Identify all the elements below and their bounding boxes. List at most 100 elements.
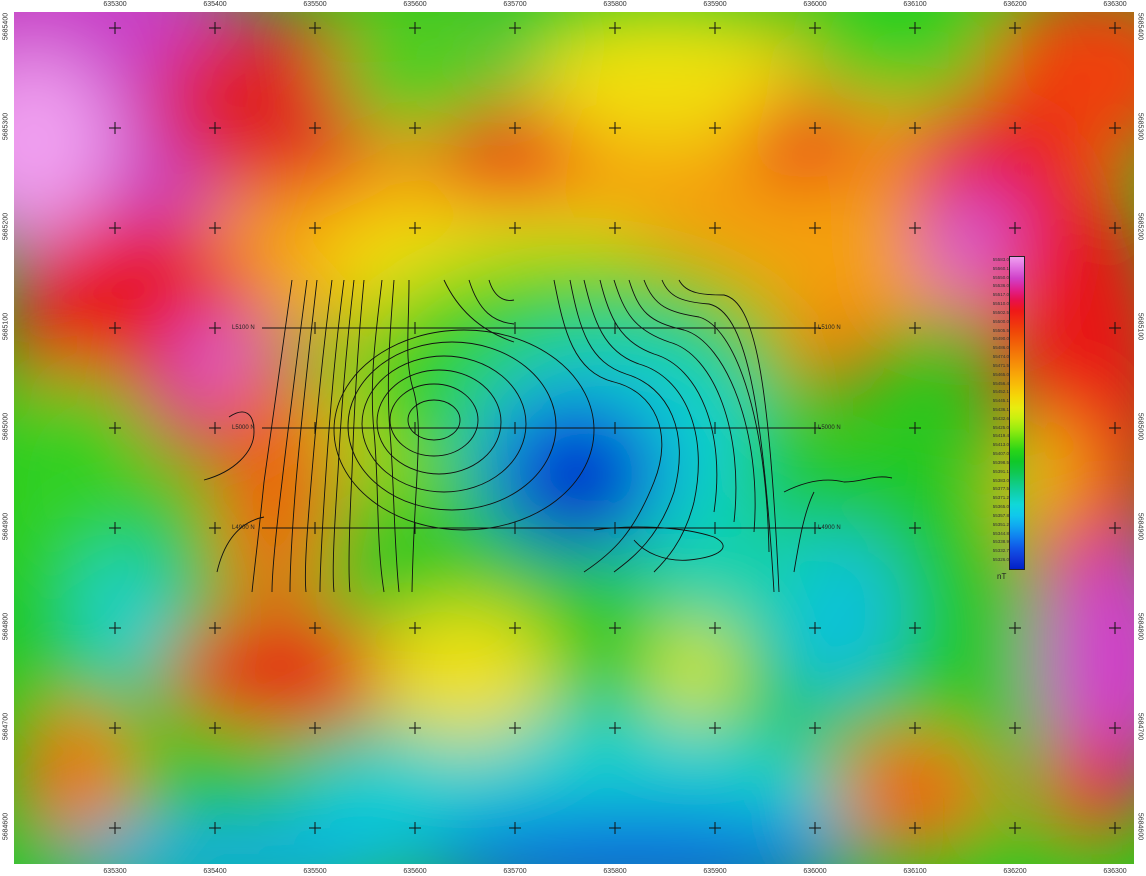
legend-value-label: 55377.5	[992, 486, 1009, 492]
legend-value-label: 55432.6	[992, 415, 1009, 421]
grid-cross	[1009, 122, 1021, 134]
legend-value-label: 55391.1	[992, 468, 1009, 474]
legend-value-label: 55413.0	[992, 442, 1009, 448]
y-tick-label-right: 5685300	[1136, 112, 1144, 141]
legend-value-label: 55510.0	[992, 301, 1009, 307]
legend-value-label: 55502.5	[992, 309, 1009, 315]
legend-value-label: 55344.8	[992, 530, 1009, 536]
legend-value-label: 55560.1	[992, 265, 1009, 271]
legend-value-label: 55338.9	[992, 539, 1009, 545]
grid-cross	[809, 722, 821, 734]
grid-cross	[609, 222, 621, 234]
x-tick-label-top: 636200	[1003, 1, 1027, 8]
grid-cross	[709, 222, 721, 234]
x-tick-label-top: 635300	[103, 1, 127, 8]
x-tick-label-bottom: 636300	[1103, 868, 1127, 875]
survey-line-label-left: L5000 N	[232, 425, 255, 431]
grid-cross	[209, 322, 221, 334]
grid-cross	[509, 222, 521, 234]
contour-map-canvas[interactable]: L5100 N L5100 N L5000 N L5000 N L4900 N L4900…	[14, 12, 1134, 864]
grid-cross	[1109, 122, 1121, 134]
grid-cross	[1109, 22, 1121, 34]
legend-value-label: 55445.1	[992, 398, 1009, 404]
grid-cross	[209, 822, 221, 834]
grid-cross	[609, 722, 621, 734]
y-tick-label-right: 5685000	[1136, 412, 1144, 441]
grid-cross	[609, 122, 621, 134]
grid-cross	[209, 722, 221, 734]
legend-value-label: 55357.8	[992, 512, 1009, 518]
y-tick-label-right: 5684700	[1136, 712, 1144, 741]
legend-value-label: 55326.0	[992, 557, 1009, 562]
y-tick-label-right: 5684600	[1136, 812, 1144, 841]
grid-cross	[209, 122, 221, 134]
grid-cross	[1109, 822, 1121, 834]
grid-cross	[1109, 422, 1121, 434]
grid-cross	[809, 622, 821, 634]
grid-cross	[509, 722, 521, 734]
x-tick-label-top: 636100	[903, 1, 927, 8]
grid-cross	[709, 722, 721, 734]
grid-cross	[309, 822, 321, 834]
legend-value-label: 55436.1	[992, 407, 1009, 412]
grid-cross	[209, 222, 221, 234]
legend-value-label: 55465.0	[992, 371, 1009, 377]
grid-cross	[409, 122, 421, 134]
legend-value-label: 55500.0	[992, 318, 1009, 324]
legend-value-label: 55517.0	[992, 292, 1009, 298]
survey-line-label-right: L5100 N	[818, 325, 841, 331]
legend-value-label: 55452.1	[992, 389, 1009, 395]
grid-cross	[309, 122, 321, 134]
x-tick-label-bottom: 635300	[103, 868, 127, 875]
grid-cross	[509, 822, 521, 834]
grid-cross	[109, 22, 121, 34]
legend-color-bar	[1009, 256, 1025, 570]
grid-cross	[909, 822, 921, 834]
grid-cross	[109, 222, 121, 234]
y-tick-label-left: 5685200	[2, 212, 10, 241]
grid-cross	[709, 22, 721, 34]
y-tick-label-left: 5684900	[2, 512, 10, 541]
x-tick-label-top: 635700	[503, 1, 527, 8]
grid-cross	[1109, 222, 1121, 234]
grid-cross	[509, 122, 521, 134]
legend-unit: nT	[997, 572, 1007, 581]
grid-cross	[409, 222, 421, 234]
survey-line-label-right: L4900 N	[818, 525, 841, 531]
x-tick-label-top: 635600	[403, 1, 427, 8]
grid-cross	[409, 622, 421, 634]
legend-value-label: 55490.0	[992, 336, 1009, 342]
x-tick-label-bottom: 635600	[403, 868, 427, 875]
legend-value-label: 55456.4	[992, 380, 1009, 386]
y-tick-label-left: 5685300	[2, 112, 10, 141]
legend-value-label: 55407.0	[992, 451, 1009, 457]
grid-cross	[909, 522, 921, 534]
grid-cross	[609, 822, 621, 834]
grid-cross	[909, 122, 921, 134]
grid-cross	[809, 122, 821, 134]
grid-cross	[309, 22, 321, 34]
grid-cross	[909, 622, 921, 634]
grid-cross	[909, 22, 921, 34]
grid-cross	[109, 422, 121, 434]
grid-cross	[309, 622, 321, 634]
legend-value-label: 55425.0	[992, 424, 1009, 430]
grid-cross	[909, 722, 921, 734]
contour-lines	[203, 279, 893, 593]
grid-cross	[1009, 22, 1021, 34]
y-tick-label-left: 5684700	[2, 712, 10, 741]
grid-cross	[809, 222, 821, 234]
grid-cross	[909, 222, 921, 234]
legend-value-label: 55505.5	[992, 327, 1009, 333]
legend-value-label: 55419.4	[992, 433, 1009, 439]
grid-cross	[109, 122, 121, 134]
legend-value-label: 55471.5	[992, 362, 1009, 368]
grid-cross	[1109, 722, 1121, 734]
grid-cross	[509, 22, 521, 34]
grid-cross	[909, 422, 921, 434]
x-tick-label-bottom: 635500	[303, 868, 327, 875]
grid-cross	[1009, 622, 1021, 634]
y-tick-label-left: 5685400	[2, 12, 10, 41]
grid-cross	[1009, 722, 1021, 734]
